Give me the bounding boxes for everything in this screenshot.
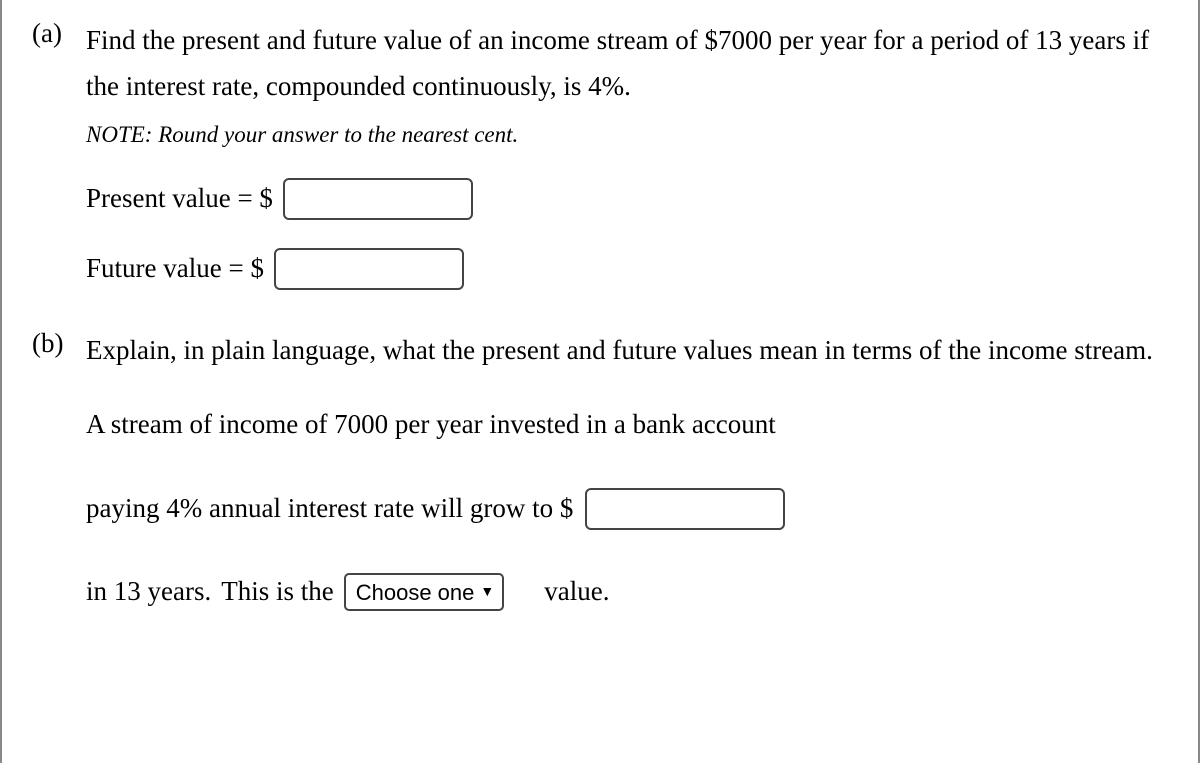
part-b: (b) Explain, in plain language, what the…	[32, 328, 1168, 626]
part-b-label: (b)	[32, 328, 86, 626]
explain-line-3-after: value.	[544, 569, 609, 615]
future-value-label: Future value = $	[86, 253, 264, 284]
present-value-row: Present value = $	[86, 178, 1168, 220]
explain-line-3: in 13 years. This is the Choose one ▼ va…	[86, 569, 1168, 615]
future-value-input[interactable]	[274, 248, 464, 290]
explain-line-3-before: in 13 years.	[86, 569, 211, 615]
part-a: (a) Find the present and future value of…	[32, 18, 1168, 318]
value-type-select[interactable]: Choose one ▼	[344, 573, 505, 611]
part-b-prompt: Explain, in plain language, what the pre…	[86, 328, 1168, 374]
part-a-problem-text: Find the present and future value of an …	[86, 18, 1168, 110]
part-a-label: (a)	[32, 18, 86, 318]
part-a-note: NOTE: Round your answer to the nearest c…	[86, 122, 1168, 148]
explain-line-2-text: paying 4% annual interest rate will grow…	[86, 486, 573, 532]
explain-line-1: A stream of income of 7000 per year inve…	[86, 402, 1168, 448]
part-b-content: Explain, in plain language, what the pre…	[86, 328, 1168, 626]
part-a-content: Find the present and future value of an …	[86, 18, 1168, 318]
grow-to-input[interactable]	[585, 488, 785, 530]
explain-line-1-text: A stream of income of 7000 per year inve…	[86, 402, 776, 448]
present-value-input[interactable]	[283, 178, 473, 220]
present-value-label: Present value = $	[86, 183, 273, 214]
future-value-row: Future value = $	[86, 248, 1168, 290]
explain-line-2: paying 4% annual interest rate will grow…	[86, 486, 1168, 532]
chevron-down-icon: ▼	[480, 580, 494, 604]
question-container: (a) Find the present and future value of…	[0, 0, 1200, 763]
select-placeholder-text: Choose one	[356, 574, 475, 611]
explain-line-3-mid: This is the	[221, 569, 334, 615]
